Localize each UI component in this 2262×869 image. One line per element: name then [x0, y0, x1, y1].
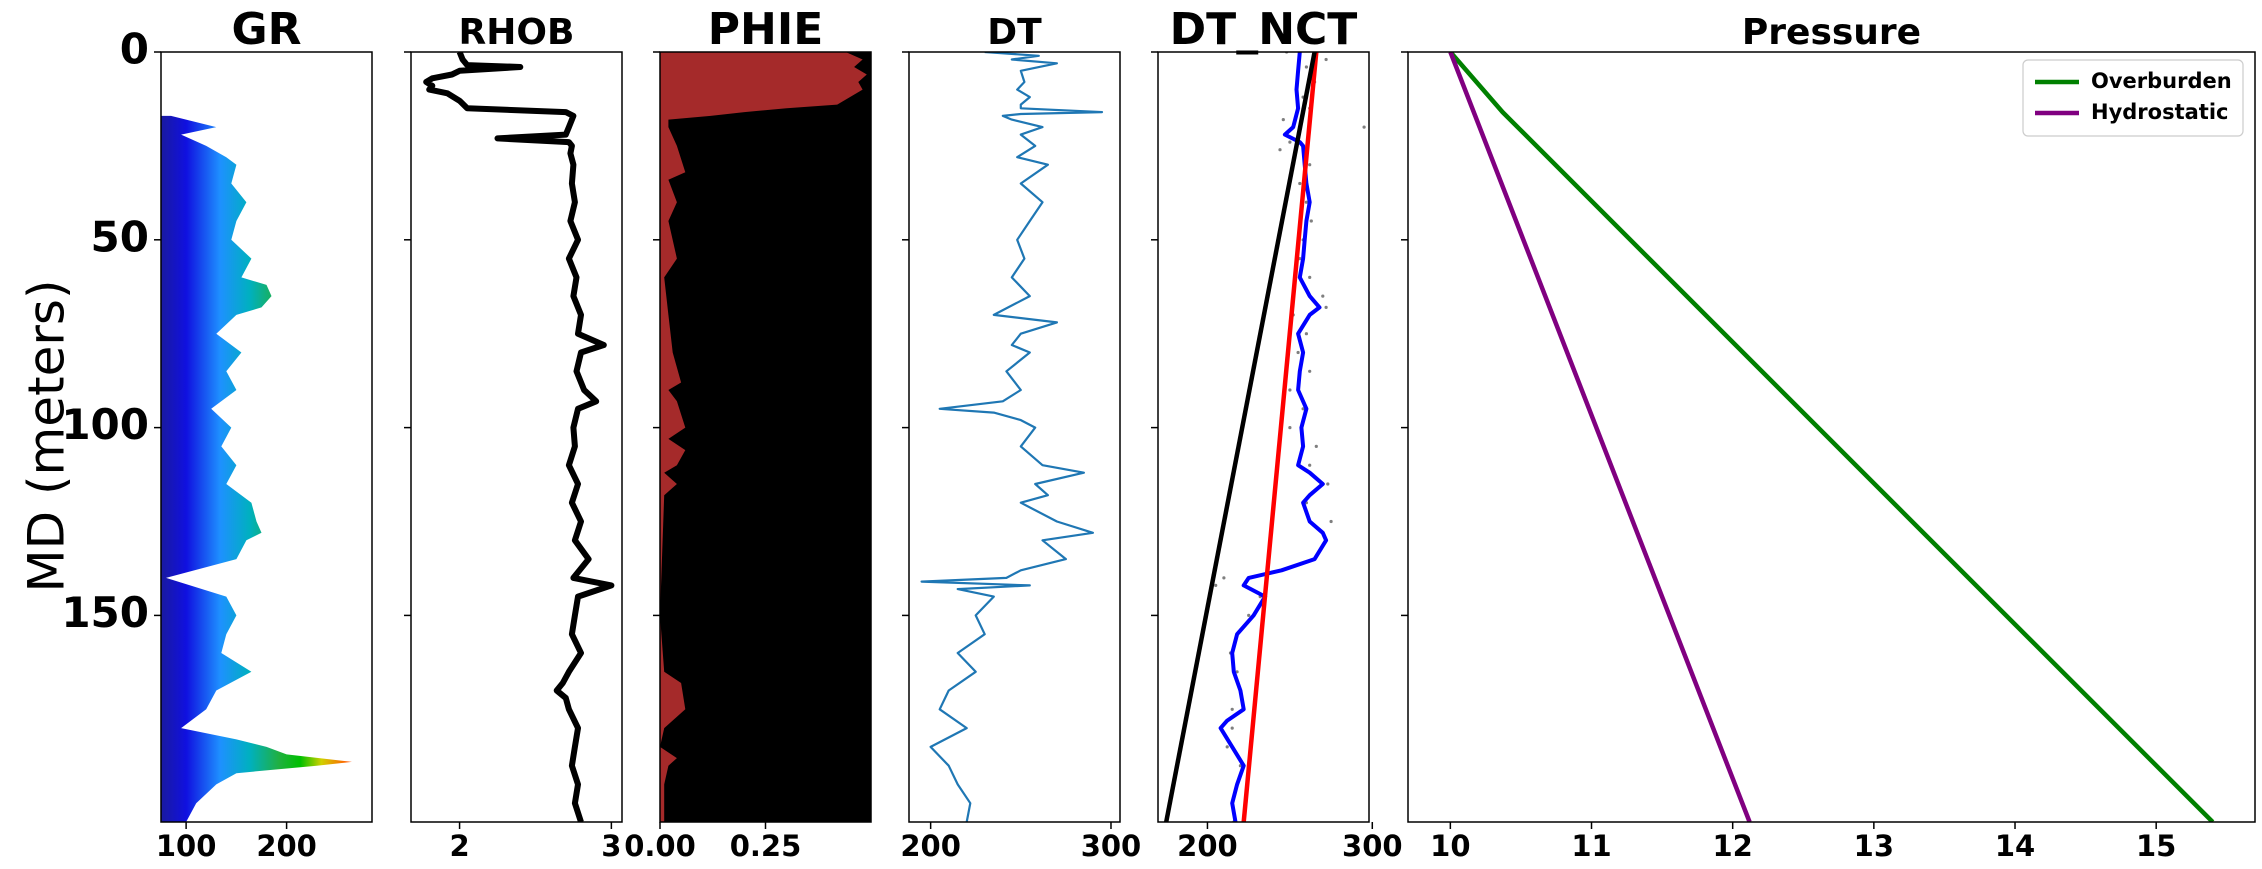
x-tick-label: 14: [1995, 829, 2035, 863]
data-point: [1230, 707, 1234, 711]
data-point: [1298, 181, 1302, 186]
data-point: [1288, 140, 1292, 144]
x-tick-label: 200: [256, 829, 317, 863]
y-tick-label: 50: [91, 212, 149, 261]
data-point: [1222, 576, 1226, 580]
y-tick-label: 100: [61, 400, 149, 449]
data-point: [1288, 426, 1292, 430]
x-tick-label: 12: [1713, 829, 1753, 863]
x-tick-label: 300: [1342, 829, 1403, 863]
x-tick-label: 100: [156, 829, 217, 863]
data-point: [1235, 670, 1239, 674]
series-hydrostatic: [1448, 52, 1752, 822]
legend: Overburden Hydrostatic: [2022, 59, 2244, 137]
x-tick-label: 200: [1177, 829, 1238, 863]
plot-area: [660, 52, 871, 822]
legend-label: Overburden: [2091, 69, 2232, 93]
data-point: [1329, 519, 1333, 524]
data-point: [1296, 350, 1300, 355]
x-tick-label: 10: [1430, 829, 1470, 863]
x-tick-label: 13: [1854, 829, 1894, 863]
series-line-1: [1218, 52, 1329, 822]
area-fill: [161, 115, 352, 822]
data-point: [1321, 294, 1325, 298]
data-point: [1304, 332, 1308, 336]
data-point: [1309, 219, 1313, 223]
x-tick-label: 11: [1571, 829, 1611, 863]
plot-area: [161, 115, 352, 822]
data-point: [1304, 200, 1308, 204]
y-tick-label: 0: [120, 25, 149, 74]
panel-rhob: 2 3 RHOB: [404, 12, 623, 863]
data-point: [1230, 726, 1234, 730]
panel-title: Pressure: [1742, 12, 1921, 53]
series-overburden: [1448, 52, 2215, 822]
data-point: [1278, 148, 1282, 152]
panel-frame: [908, 51, 1121, 823]
y-tick-label: 150: [61, 588, 149, 637]
data-point: [1247, 613, 1251, 618]
panel-dt: 200 300 DT: [900, 12, 1141, 863]
data-point: [1324, 305, 1328, 309]
panel-frame: [1157, 51, 1370, 823]
data-point: [1214, 583, 1218, 588]
data-point: [1288, 388, 1292, 392]
x-tick-label: 0.00: [624, 829, 696, 863]
panel-title: RHOB: [459, 12, 575, 53]
plot-area: [1163, 52, 1366, 822]
panel-title: PHIE: [708, 4, 824, 55]
data-point: [1308, 463, 1312, 467]
plot-area: [423, 52, 615, 822]
data-point: [1308, 369, 1312, 373]
panel-frame: [1407, 51, 2256, 823]
x-tick-label: 300: [1081, 829, 1142, 863]
legend-label: Hydrostatic: [2091, 100, 2228, 124]
data-point: [1324, 57, 1328, 62]
series-line-3: [1163, 52, 1317, 822]
y-axis-label: MD (meters): [18, 280, 76, 593]
x-tick-label: 0.25: [730, 829, 802, 863]
series-line-2: [1241, 52, 1319, 822]
panel-title: DT_NCT: [1170, 4, 1358, 55]
series-line: [920, 52, 1104, 822]
x-tick-label: 3: [601, 829, 621, 863]
data-point: [1281, 118, 1285, 122]
track-background: [660, 52, 871, 822]
panel-title: DT: [987, 12, 1042, 53]
panel-title: GR: [232, 4, 302, 55]
panel-frame: [410, 51, 623, 823]
data-point: [1308, 275, 1312, 279]
plot-area: [1448, 52, 2215, 822]
data-point: [1326, 482, 1330, 486]
plot-area: [920, 52, 1104, 822]
data-point: [1362, 125, 1366, 129]
panel-phie: 0.00 0.25 PHIE: [624, 4, 872, 863]
panel-pressure: 10 11 12 13 14 15 Pressure Overburden Hydrostati…: [1401, 12, 2256, 863]
x-tick-label: 2: [449, 829, 469, 863]
panel-dt-nct: 200 300 DT_NCT: [1151, 4, 1403, 863]
x-tick-label: 15: [2136, 829, 2176, 863]
data-point: [1308, 163, 1312, 167]
data-point: [1304, 65, 1308, 69]
legend-box: [2022, 59, 2244, 137]
x-tick-label: 200: [900, 829, 961, 863]
panel-frame: [160, 51, 373, 823]
data-point: [1314, 444, 1318, 448]
data-point: [1225, 745, 1229, 749]
series-line: [423, 52, 615, 822]
panel-gr: 100 200 0 50 100 150 GR: [61, 4, 373, 863]
